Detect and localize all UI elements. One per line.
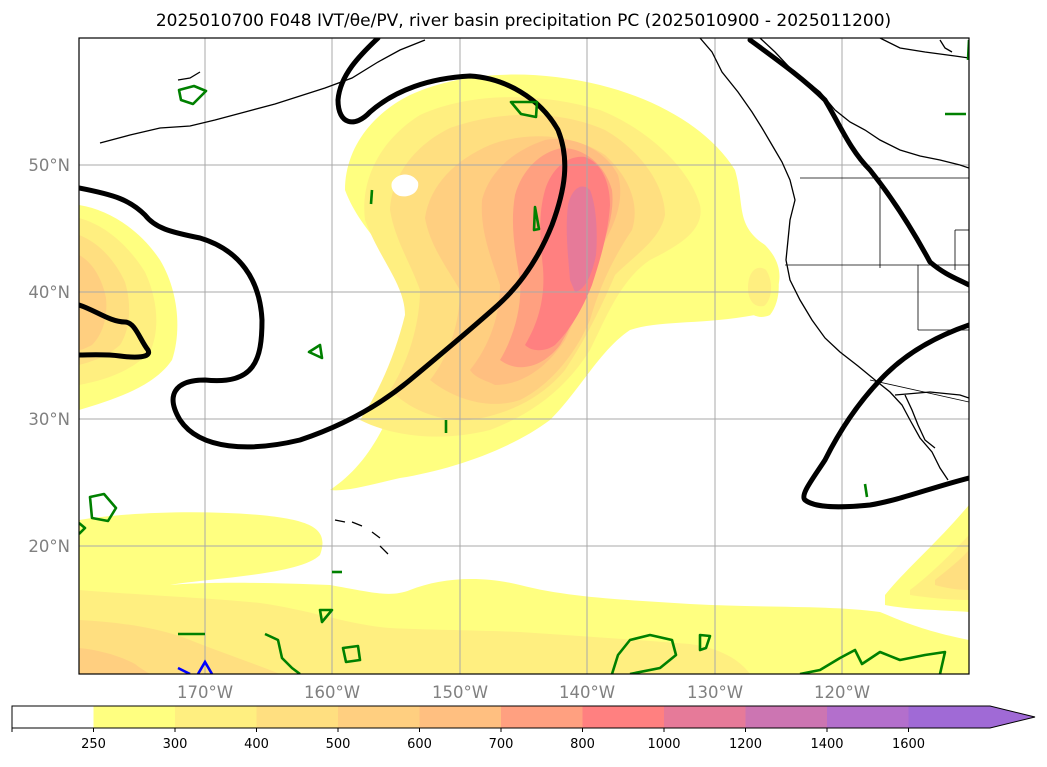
colorbar-tick-label: 1000 — [647, 737, 680, 752]
colorbar-tick-label: 1600 — [892, 737, 925, 752]
lon-label: 120°W — [814, 683, 870, 702]
colorbar-tick-label: 1400 — [810, 737, 843, 752]
colorbar-tick-label: 800 — [570, 737, 595, 752]
blue-contour — [177, 659, 214, 674]
colorbar-swatch — [256, 706, 339, 728]
colorbar-tick-label: 250 — [81, 737, 106, 752]
colorbar-tick-label: 500 — [326, 737, 351, 752]
colorbar-extend-arrow — [908, 706, 1035, 728]
pv-contours — [79, 39, 969, 674]
colorbar-tick-label: 400 — [244, 737, 269, 752]
lat-label: 40°N — [28, 283, 70, 302]
colorbar-ticks: 250 300 400 500 600 700 800 1000 1200 1400 1600 — [11, 728, 925, 752]
lon-label: 130°W — [687, 683, 743, 702]
colorbar-tick-label: 300 — [163, 737, 188, 752]
colorbar-swatch — [12, 706, 94, 728]
map-frame — [78, 37, 970, 675]
lat-label: 50°N — [28, 156, 70, 175]
colorbar-swatch — [745, 706, 828, 728]
colorbar-tick-label: 600 — [407, 737, 432, 752]
colorbar-swatch — [175, 706, 257, 728]
colorbar-outline — [11, 705, 1036, 729]
map-title: 2025010700 F048 IVT/θe/PV, river basin p… — [155, 11, 892, 31]
lat-label: 20°N — [28, 537, 70, 556]
lon-label: 170°W — [177, 683, 233, 702]
ivt-west-edge — [79, 205, 178, 410]
colorbar-swatches — [11, 705, 1036, 729]
colorbar-swatch — [93, 706, 176, 728]
lat-label: 30°N — [28, 410, 70, 429]
lon-label: 150°W — [432, 683, 488, 702]
map-area — [79, 38, 969, 674]
colorbar-tick-label: 1200 — [729, 737, 762, 752]
colorbar-swatch — [827, 706, 909, 728]
theta-e-contours — [79, 38, 969, 510]
colorbar-swatch — [419, 706, 502, 728]
colorbar-swatch — [338, 706, 420, 728]
ivt-south-band — [79, 505, 969, 674]
longitude-labels: 170°W 160°W 150°W 140°W 130°W 120°W — [177, 683, 870, 702]
political-borders — [785, 177, 969, 403]
colorbar-swatch — [664, 706, 746, 728]
graticule — [79, 38, 969, 674]
latitude-labels: 50°N 40°N 30°N 20°N — [28, 156, 70, 556]
lon-label: 160°W — [304, 683, 360, 702]
colorbar-swatch — [582, 706, 665, 728]
colorbar-tick-label: 700 — [489, 737, 514, 752]
colorbar: 250 300 400 500 600 700 800 1000 1200 1400 1600 — [11, 705, 1036, 752]
lon-label: 140°W — [559, 683, 615, 702]
colorbar-swatch — [501, 706, 583, 728]
